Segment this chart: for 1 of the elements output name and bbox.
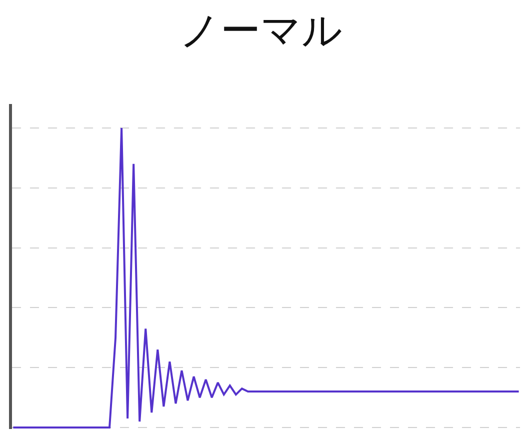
chart-title: ノーマル xyxy=(180,8,342,54)
